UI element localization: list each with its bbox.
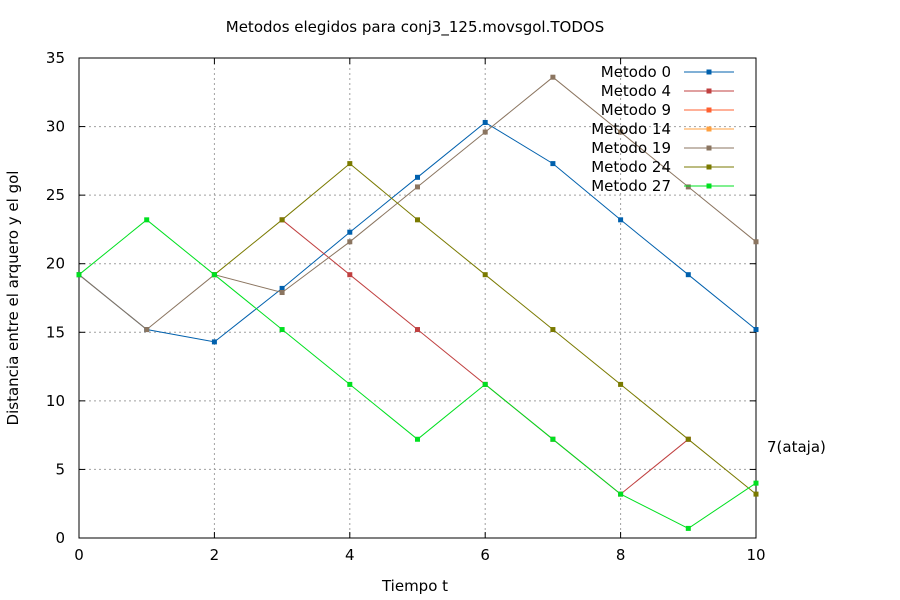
data-point [618, 381, 624, 387]
annotation-ataja: 7(ataja) [767, 438, 826, 456]
plot-border [78, 57, 757, 539]
legend-label: Metodo 14 [591, 120, 671, 138]
x-tick-label: 10 [746, 546, 765, 564]
legend-label: Metodo 4 [601, 82, 671, 100]
y-tick-label: 30 [46, 118, 65, 136]
legend-marker [706, 69, 712, 75]
series-line [281, 219, 689, 495]
data-point [753, 480, 759, 486]
data-point [685, 525, 691, 531]
axis-ticks: 0 2 4 6 8 10 0 5 10 15 20 25 30 35 [46, 49, 766, 564]
data-point [685, 272, 691, 278]
legend-marker [706, 145, 712, 151]
y-tick-label: 25 [46, 186, 65, 204]
data-point [753, 327, 759, 333]
data-point [211, 272, 217, 278]
data-point [347, 239, 353, 245]
data-point [415, 184, 420, 190]
data-point [144, 217, 150, 223]
data-point [279, 285, 285, 291]
legend-label: Metodo 0 [601, 63, 671, 81]
data-point [482, 129, 488, 135]
data-point [685, 184, 691, 190]
series-6 [76, 217, 759, 531]
data-point [347, 381, 353, 387]
data-point [415, 327, 420, 333]
x-tick-label: 0 [74, 546, 84, 564]
y-tick-label: 5 [55, 460, 65, 478]
y-tick-label: 20 [46, 255, 65, 273]
data-point [685, 436, 691, 442]
data-point [550, 74, 556, 80]
data-point [347, 272, 353, 278]
data-point [211, 339, 217, 345]
data-point [482, 381, 488, 387]
x-axis-label: Tiempo t [381, 577, 448, 595]
data-point [550, 436, 556, 442]
legend-label: Metodo 9 [601, 101, 671, 119]
data-point [482, 119, 488, 125]
x-tick-label: 8 [616, 546, 626, 564]
data-point [347, 229, 353, 235]
y-tick-label: 10 [46, 392, 65, 410]
data-point [415, 436, 420, 442]
data-point [279, 327, 285, 333]
data-point [144, 327, 150, 333]
data-point [279, 217, 285, 223]
y-tick-label: 15 [46, 323, 65, 341]
chart-title: Metodos elegidos para conj3_125.movsgol.… [226, 18, 604, 37]
x-tick-label: 4 [345, 546, 355, 564]
legend-label: Metodo 24 [591, 158, 671, 176]
legend-label: Metodo 19 [591, 139, 671, 157]
data-point [550, 161, 556, 167]
legend-marker [706, 164, 712, 170]
y-axis-label: Distancia entre el arquero y el gol [4, 171, 22, 426]
series-line [78, 219, 757, 529]
x-tick-label: 6 [480, 546, 490, 564]
legend-marker [706, 88, 712, 94]
data-point [753, 239, 759, 245]
data-point [415, 217, 420, 223]
grid [79, 58, 756, 538]
data-point [618, 217, 624, 223]
data-point [753, 491, 759, 497]
data-point [482, 272, 488, 278]
x-tick-label: 2 [210, 546, 220, 564]
legend-marker [706, 183, 712, 189]
data-point [279, 290, 285, 296]
y-tick-label: 0 [55, 529, 65, 547]
legend-label: Metodo 27 [591, 177, 671, 195]
legend-marker [706, 126, 712, 132]
y-tick-label: 35 [46, 49, 65, 67]
data-point [618, 491, 624, 497]
series-0 [76, 119, 759, 345]
data-point [618, 129, 624, 135]
data-point [76, 272, 82, 278]
series-lines [76, 74, 759, 531]
data-point [347, 161, 353, 167]
data-point [550, 327, 556, 333]
legend-marker [706, 107, 712, 113]
data-point [415, 174, 420, 180]
